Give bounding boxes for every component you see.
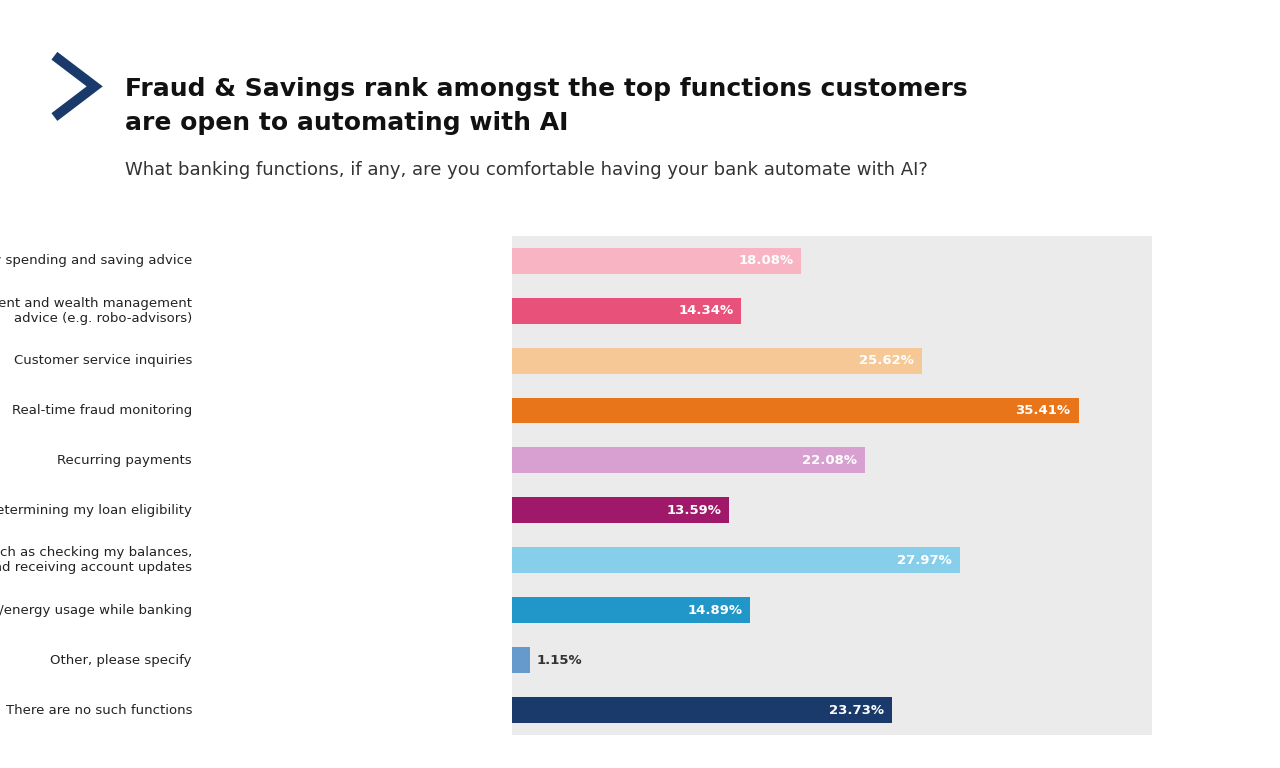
Text: 25.62%: 25.62% xyxy=(859,354,914,367)
Text: 14.89%: 14.89% xyxy=(687,604,742,617)
Text: 18.08%: 18.08% xyxy=(739,254,794,267)
Text: Customer service inquiries: Customer service inquiries xyxy=(14,354,192,367)
Bar xyxy=(512,448,865,473)
Text: Other, please specify: Other, please specify xyxy=(50,654,192,667)
Bar xyxy=(512,647,530,673)
Text: 35.41%: 35.41% xyxy=(1015,404,1070,417)
Text: 27.97%: 27.97% xyxy=(897,554,951,567)
Text: Determining my loan eligibility: Determining my loan eligibility xyxy=(0,504,192,517)
Text: 22.08%: 22.08% xyxy=(803,454,858,467)
Text: GFT: GFT xyxy=(1112,23,1152,41)
Bar xyxy=(512,548,960,573)
Text: are open to automating with AI: are open to automating with AI xyxy=(125,111,568,135)
Text: 1.15%: 1.15% xyxy=(536,654,582,667)
Bar xyxy=(512,348,922,373)
Text: There are no such functions: There are no such functions xyxy=(5,703,192,717)
Text: 23.73%: 23.73% xyxy=(828,703,883,717)
Text: Everyday tasks such as checking my balances,
transferring funds and receiving ac: Everyday tasks such as checking my balan… xyxy=(0,546,192,574)
Bar xyxy=(512,498,730,523)
Bar xyxy=(512,697,892,723)
Bar xyxy=(512,298,741,323)
Text: Everyday spending and saving advice: Everyday spending and saving advice xyxy=(0,254,192,267)
Bar xyxy=(512,248,801,273)
Text: Long-term investment and wealth management
advice (e.g. robo-advisors): Long-term investment and wealth manageme… xyxy=(0,296,192,325)
Text: What banking functions, if any, are you comfortable having your bank automate wi: What banking functions, if any, are you … xyxy=(125,161,928,179)
Text: 13.59%: 13.59% xyxy=(667,504,722,517)
Bar xyxy=(512,398,1079,423)
Bar xyxy=(1197,19,1234,45)
Text: Real-time fraud monitoring: Real-time fraud monitoring xyxy=(12,404,192,417)
Text: Fraud & Savings rank amongst the top functions customers: Fraud & Savings rank amongst the top fun… xyxy=(125,77,968,101)
Text: 14.34%: 14.34% xyxy=(678,304,733,317)
Bar xyxy=(512,598,750,623)
Text: Recurring payments: Recurring payments xyxy=(58,454,192,467)
Text: Reducing my carbon/energy usage while banking: Reducing my carbon/energy usage while ba… xyxy=(0,604,192,617)
